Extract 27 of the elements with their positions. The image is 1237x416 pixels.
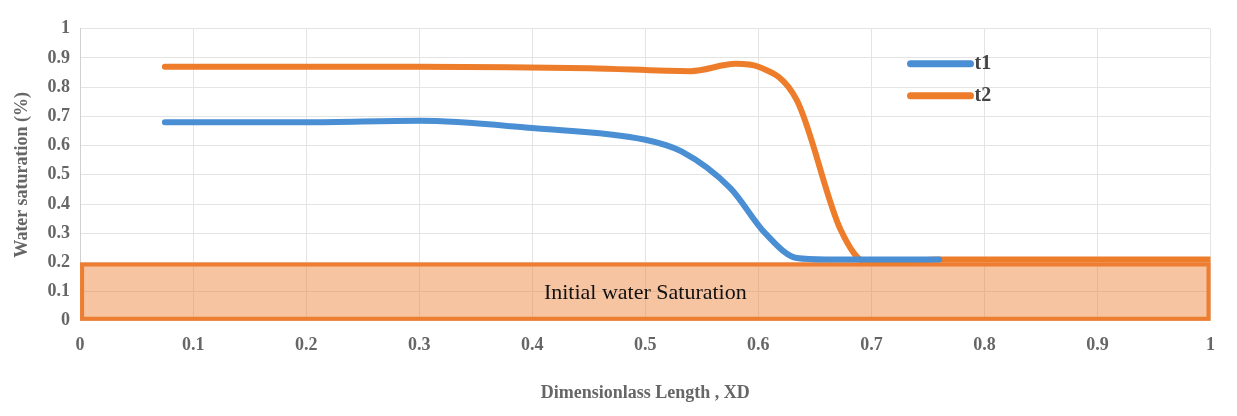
legend-label: t1 [974,50,992,73]
y-tick-label: 0 [61,309,71,330]
x-tick-label: 0.3 [407,334,431,355]
x-tick-label: 0.2 [294,334,318,355]
x-tick-label: 1 [1206,334,1215,355]
y-axis-title: Water saturation (%) [11,91,33,258]
x-tick-label: 0 [75,334,85,355]
x-tick-label: 0.8 [973,334,996,355]
x-tick-label: 0.7 [860,334,883,355]
x-tick-label: 0.5 [634,334,657,355]
x-tick-label: 0.4 [521,334,544,355]
y-tick-label: 0.6 [47,134,71,155]
y-tick-label: 0.5 [47,163,71,184]
y-tick-label: 0.2 [47,251,71,272]
y-tick-label: 0.3 [47,221,71,242]
y-tick-label: 0.9 [47,46,71,67]
band-label: Initial water Saturation [543,279,747,305]
x-tick-label: 0.1 [181,334,205,355]
x-axis-title: Dimensionlass Length , XD [540,381,750,402]
y-tick-label: 0.1 [47,280,71,301]
y-tick-label: 0.8 [47,75,71,96]
y-tick-label: 0.7 [47,105,71,126]
x-tick-label: 0.9 [1086,334,1109,355]
y-tick-label: 1 [61,17,71,38]
y-tick-label: 0.4 [47,192,71,213]
x-tick-label: 0.6 [747,334,770,355]
legend-label: t2 [974,82,992,105]
